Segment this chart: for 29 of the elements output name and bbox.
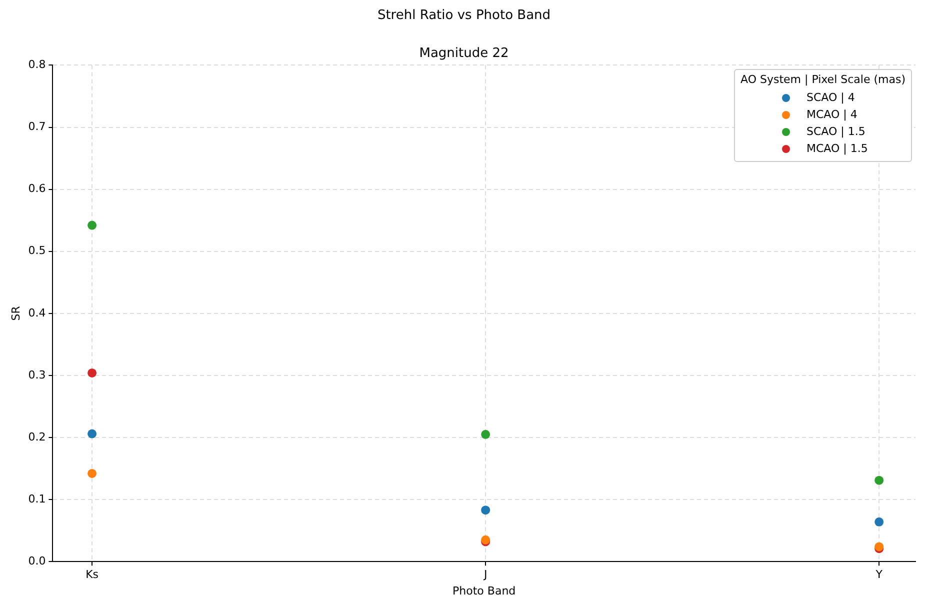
- y-tick-label: 0.1: [28, 492, 46, 506]
- point: [874, 517, 884, 526]
- y-tick-label: 0.4: [28, 306, 46, 320]
- y-tick-label: 0.3: [28, 368, 46, 382]
- x-axis-title: Photo Band: [452, 584, 516, 598]
- x-tick-label: Ks: [86, 568, 99, 582]
- y-tick-label: 0.2: [28, 430, 46, 444]
- y-axis-title: SR: [9, 306, 22, 321]
- legend-title: AO System | Pixel Scale (mas): [740, 73, 906, 86]
- point: [481, 506, 490, 515]
- legend-label: MCAO | 1.5: [806, 142, 868, 156]
- y-tick-label: 0.5: [28, 244, 46, 258]
- point: [88, 468, 97, 478]
- legend-label: SCAO | 1.5: [806, 125, 866, 138]
- y-tick-label: 0.8: [28, 58, 46, 72]
- y-tick-label: 0.7: [28, 120, 46, 134]
- point: [88, 220, 97, 230]
- point: [481, 430, 490, 439]
- x-tick-label: J: [482, 568, 488, 582]
- y-tick-label: 0.6: [28, 182, 46, 196]
- x-tick-label: Y: [874, 568, 883, 582]
- point: [874, 476, 884, 485]
- chart-subtitle: Magnitude 22: [419, 46, 509, 61]
- legend-label: SCAO | 4: [806, 91, 855, 104]
- chart-title: Strehl Ratio vs Photo Band: [377, 8, 551, 24]
- legend-label: MCAO | 4: [806, 108, 858, 122]
- point: [88, 429, 97, 438]
- point: [88, 368, 97, 378]
- y-tick-label: 0.0: [28, 554, 46, 568]
